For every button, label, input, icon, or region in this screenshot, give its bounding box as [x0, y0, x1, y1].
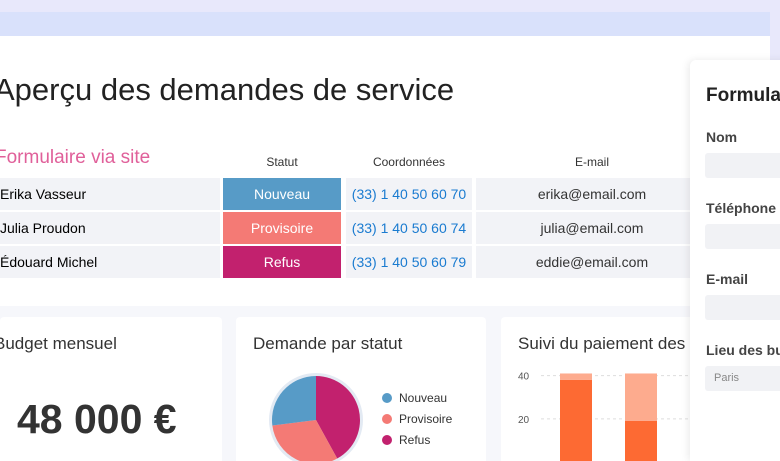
legend-marker: [382, 414, 392, 424]
page-title: Aperçu des demandes de service: [0, 72, 455, 107]
pie-chart: Nouveau Provisoire Refus: [269, 373, 453, 461]
row-bg: [0, 178, 220, 210]
y-tick-label: 20: [518, 415, 530, 426]
bar-segment: [560, 373, 592, 380]
cell: Erika Vasseur: [0, 186, 87, 202]
cell: Julia Proudon: [0, 220, 86, 236]
row-bg: [0, 212, 220, 244]
email-cell: eddie@email.com: [476, 246, 708, 278]
column-header: Statut: [266, 155, 298, 169]
phone-cell: (33) 1 40 50 60 74: [346, 212, 472, 244]
field-label: Nom: [706, 129, 738, 145]
field-label: Lieu des bu: [706, 342, 780, 358]
input[interactable]: [705, 224, 780, 249]
y-tick-label: 40: [518, 372, 530, 383]
legend-marker: [382, 435, 392, 445]
form-title: Formulaire: [706, 85, 780, 106]
top-band: [0, 12, 770, 36]
bar-segment: [625, 420, 657, 461]
phone-cell: (33) 1 40 50 60 79: [346, 246, 472, 278]
email-cell: erika@email.com: [476, 178, 708, 210]
payment-card: Suivi du paiement des 20 40: [501, 317, 701, 461]
pie-slice: [272, 420, 338, 461]
input[interactable]: Paris: [705, 366, 780, 391]
budget-value: 48 000 €: [17, 396, 177, 442]
status-cell: Refus: [223, 246, 341, 278]
form-panel: Formulaire Nom Téléphone E-mail Lieu des bu…: [690, 60, 780, 461]
field-label: E-mail: [706, 271, 749, 287]
pie-slice: [272, 376, 316, 426]
pie-slice: [316, 376, 360, 459]
row-bg: [0, 246, 220, 278]
input[interactable]: [705, 153, 780, 178]
card-title: Budget mensuel: [0, 334, 117, 353]
legend-marker: [382, 393, 392, 403]
bar-segment: [625, 373, 657, 421]
legend-label: Refus: [399, 433, 430, 447]
bar-segment: [560, 379, 592, 461]
legend-label: Provisoire: [399, 412, 453, 426]
legend-label: Nouveau: [399, 391, 447, 405]
column-header: Coordonnées: [372, 155, 446, 169]
field-label: Téléphone: [706, 200, 777, 216]
card-title: Demande par statut: [253, 334, 403, 353]
email-cell: julia@email.com: [476, 212, 708, 244]
table: Formulaire via site Statut Coordonnées E-ma…: [0, 130, 770, 300]
input[interactable]: [705, 295, 780, 320]
status-cell: Provisoire: [223, 212, 341, 244]
status-card: Demande par statut Nouveau Provisoire Refu…: [236, 317, 486, 461]
placeholder: Paris: [714, 372, 740, 384]
phone-cell: (33) 1 40 50 60 70: [346, 178, 472, 210]
status-cell: Nouveau: [223, 178, 341, 210]
budget-card: Budget mensuel 48 000 €: [0, 317, 222, 461]
group-title: Formulaire via site: [0, 147, 151, 168]
column-header: E-mail: [574, 155, 609, 169]
card-title: Suivi du paiement des: [518, 334, 686, 353]
cell: Édouard Michel: [0, 254, 98, 270]
